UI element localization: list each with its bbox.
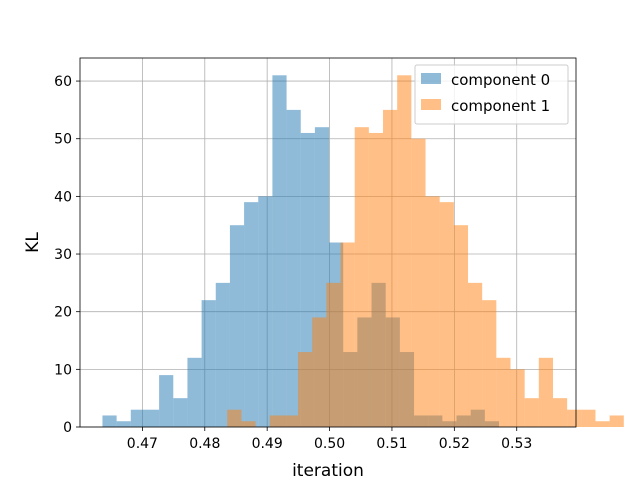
histogram-bar-component-1	[482, 300, 497, 427]
histogram-bar-component-1	[538, 357, 553, 427]
histogram-bar-component-1	[453, 225, 469, 427]
histogram-bar-component-0	[144, 409, 160, 427]
x-tick-label: 0.50	[314, 436, 345, 452]
x-tick-label: 0.53	[501, 436, 532, 452]
x-tick-label: 0.52	[439, 436, 470, 452]
legend-swatch-component-1	[421, 99, 441, 110]
histogram-bar-component-1	[241, 421, 256, 427]
legend-label-component-1: component 1	[451, 97, 550, 115]
histogram-bar-component-1	[312, 317, 327, 427]
histogram-bar-component-1	[567, 409, 582, 427]
histogram-bar-component-1	[411, 138, 426, 427]
x-tick-label: 0.48	[189, 436, 220, 452]
histogram-bar-component-0	[244, 202, 259, 427]
histogram-bar-component-0	[116, 421, 131, 427]
histogram-bars	[102, 75, 624, 427]
histogram-bar-component-0	[173, 398, 188, 427]
histogram-bar-component-0	[201, 300, 216, 427]
histogram-bar-component-1	[581, 409, 596, 427]
histogram-bar-component-1	[368, 132, 384, 427]
histogram-bar-component-0	[215, 282, 230, 427]
histogram-bar-component-0	[102, 415, 117, 427]
x-axis-label: iteration	[292, 461, 364, 480]
x-tick-label: 0.49	[252, 436, 283, 452]
y-tick-label: 0	[63, 420, 72, 436]
histogram-bar-component-1	[468, 282, 483, 427]
histogram-bar-component-1	[383, 109, 398, 427]
y-tick-label: 30	[54, 247, 72, 263]
histogram-bar-component-1	[326, 282, 341, 427]
histogram-bar-component-0	[187, 357, 202, 427]
histogram-bar-component-0	[272, 75, 287, 427]
histogram-bar-component-1	[425, 196, 440, 427]
histogram-bar-component-1	[283, 415, 299, 427]
legend: component 0 component 1	[414, 64, 569, 125]
histogram-bar-component-1	[595, 421, 610, 427]
legend-swatch-component-0	[421, 73, 441, 84]
legend-label-component-0: component 0	[451, 71, 550, 89]
y-tick-label: 60	[54, 74, 72, 90]
histogram-bar-component-1	[439, 202, 454, 427]
histogram-bar-component-0	[130, 409, 145, 427]
y-tick-label: 10	[54, 362, 72, 378]
histogram-bar-component-1	[510, 369, 525, 427]
histogram-bar-component-0	[229, 225, 245, 427]
histogram-bar-component-0	[258, 196, 273, 427]
histogram-bar-component-1	[269, 415, 284, 427]
histogram-bar-component-1	[340, 242, 355, 427]
x-axis-ticks: 0.47 0.48 0.49 0.50 0.51 0.52 0.53	[127, 427, 532, 452]
histogram-bar-component-1	[496, 357, 511, 427]
plot-frame	[79, 57, 577, 428]
legend-box	[414, 64, 569, 125]
x-tick-label: 0.51	[376, 436, 407, 452]
histogram-bar-component-1	[354, 127, 369, 427]
histogram-bar-component-0	[159, 375, 174, 427]
histogram-bar-component-1	[397, 75, 412, 427]
y-tick-label: 50	[54, 132, 72, 148]
histogram-bar-component-1	[524, 398, 539, 427]
y-axis-label: KL	[23, 232, 43, 253]
y-axis-ticks: 0 10 20 30 40 50 60	[54, 74, 80, 436]
x-tick-label: 0.47	[127, 436, 158, 452]
histogram-bar-component-1	[609, 415, 624, 427]
histogram-bar-component-1	[298, 352, 313, 427]
histogram-bar-component-0	[286, 109, 301, 427]
histogram-bar-component-1	[227, 409, 242, 427]
y-tick-label: 40	[54, 189, 72, 205]
y-tick-label: 20	[54, 305, 72, 321]
histogram-bar-component-1	[552, 398, 568, 427]
